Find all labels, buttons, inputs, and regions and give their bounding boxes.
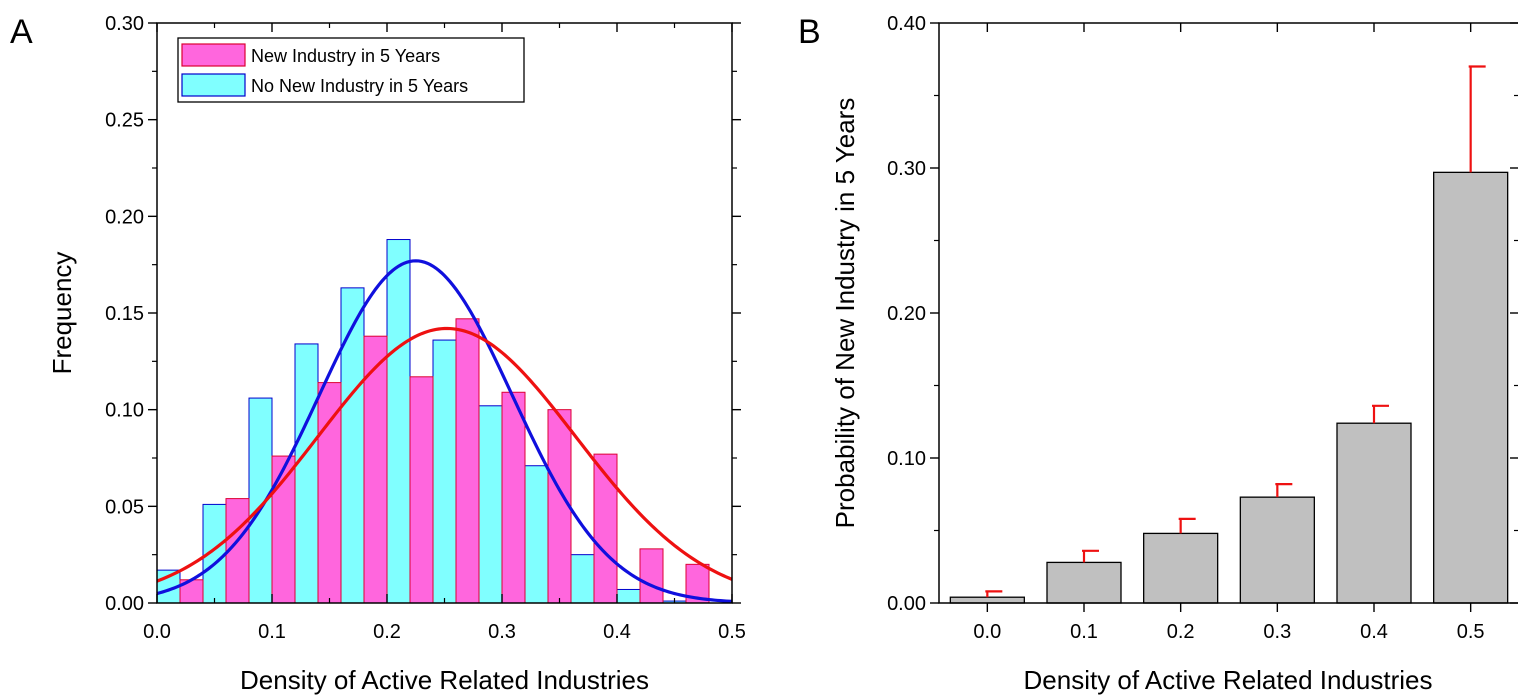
- y-tick-label: 0.05: [105, 496, 144, 518]
- y-tick-label: 0.30: [887, 158, 926, 180]
- y-tick-label: 0.10: [887, 448, 926, 470]
- panel-b-error-bars: [985, 65, 1486, 598]
- bar-new-industry: [501, 391, 526, 604]
- panel-b-label: B: [798, 13, 821, 51]
- bar-no-new-industry: [248, 397, 273, 604]
- x-tick-label: 0.1: [258, 621, 286, 643]
- panel-a-xlabel: Density of Active Related Industries: [240, 665, 649, 695]
- panel-a-legend: New Industry in 5 Years No New Industry …: [177, 37, 525, 103]
- bar-new-industry: [409, 376, 434, 604]
- bar-no-new-industry: [616, 588, 641, 604]
- panel-b-ylabel: Probability of New Industry in 5 Years: [830, 98, 860, 529]
- x-tick-label: 0.3: [488, 621, 516, 643]
- panel-a-bars: [156, 239, 710, 604]
- panel-a-fit-curves: [156, 259, 733, 603]
- x-tick-label: 0.2: [373, 621, 401, 643]
- y-tick-label: 0.20: [105, 206, 144, 228]
- bar-probability: [1143, 532, 1219, 604]
- bar-new-industry: [639, 548, 664, 604]
- bar-no-new-industry: [386, 239, 411, 604]
- panel-a-axes: 0.0 0.1 0.2 0.3 0.4 0.5 0.00 0.05 0.10 0.15 0.20 0.…: [105, 13, 746, 643]
- x-tick-label: 0.4: [1360, 621, 1388, 643]
- bar-probability: [1239, 496, 1315, 604]
- bar-probability: [1046, 561, 1122, 604]
- legend-label-new-industry: New Industry in 5 Years: [251, 46, 440, 66]
- panel-b: B 0.0 0.1 0.2 0.3 0.4 0.5 0.00 0.10 0.20 0.30 0.40…: [798, 13, 1518, 695]
- x-tick-label: 0.0: [973, 621, 1001, 643]
- panel-b-bars: [949, 171, 1509, 604]
- legend-label-no-new-industry: No New Industry in 5 Years: [251, 76, 468, 96]
- x-tick-label: 0.0: [143, 621, 171, 643]
- bar-no-new-industry: [570, 554, 595, 604]
- y-tick-label: 0.30: [105, 13, 144, 35]
- fit-curve-no-new-industry: [156, 259, 733, 603]
- bar-no-new-industry: [432, 339, 457, 604]
- bar-no-new-industry: [294, 343, 319, 604]
- y-tick-label: 0.10: [105, 400, 144, 422]
- panel-a-ylabel: Frequency: [47, 252, 77, 375]
- bar-no-new-industry: [524, 465, 549, 604]
- panel-b-xlabel: Density of Active Related Industries: [1024, 665, 1433, 695]
- y-tick-label: 0.40: [887, 13, 926, 35]
- y-tick-label: 0.00: [105, 593, 144, 615]
- x-tick-label: 0.3: [1263, 621, 1291, 643]
- legend-swatch-new-industry: [181, 43, 246, 67]
- y-tick-label: 0.25: [105, 110, 144, 132]
- bar-new-industry: [455, 318, 480, 604]
- bar-no-new-industry: [340, 287, 365, 604]
- x-tick-label: 0.4: [603, 621, 631, 643]
- x-tick-label: 0.5: [718, 621, 746, 643]
- x-tick-label: 0.5: [1457, 621, 1485, 643]
- y-tick-label: 0.20: [887, 303, 926, 325]
- y-tick-label: 0.00: [887, 593, 926, 615]
- fit-curve-new-industry: [156, 326, 733, 583]
- panel-b-axes: 0.0 0.1 0.2 0.3 0.4 0.5 0.00 0.10 0.20 0.30 0.40: [887, 13, 1518, 643]
- y-tick-label: 0.15: [105, 303, 144, 325]
- panel-a: A 0.0 0.1 0.2 0.3 0.4 0.5 0.00 0.05 0.10 0.15 0.20…: [10, 13, 746, 695]
- bar-no-new-industry: [478, 405, 503, 604]
- bar-probability: [949, 596, 1025, 604]
- x-tick-label: 0.1: [1070, 621, 1098, 643]
- bar-new-industry: [317, 382, 342, 604]
- x-tick-label: 0.2: [1167, 621, 1195, 643]
- panel-b-frame: [938, 22, 1518, 604]
- bar-probability: [1433, 171, 1509, 604]
- bar-probability: [1336, 422, 1412, 604]
- legend-swatch-no-new-industry: [181, 73, 246, 97]
- panel-a-label: A: [10, 13, 33, 51]
